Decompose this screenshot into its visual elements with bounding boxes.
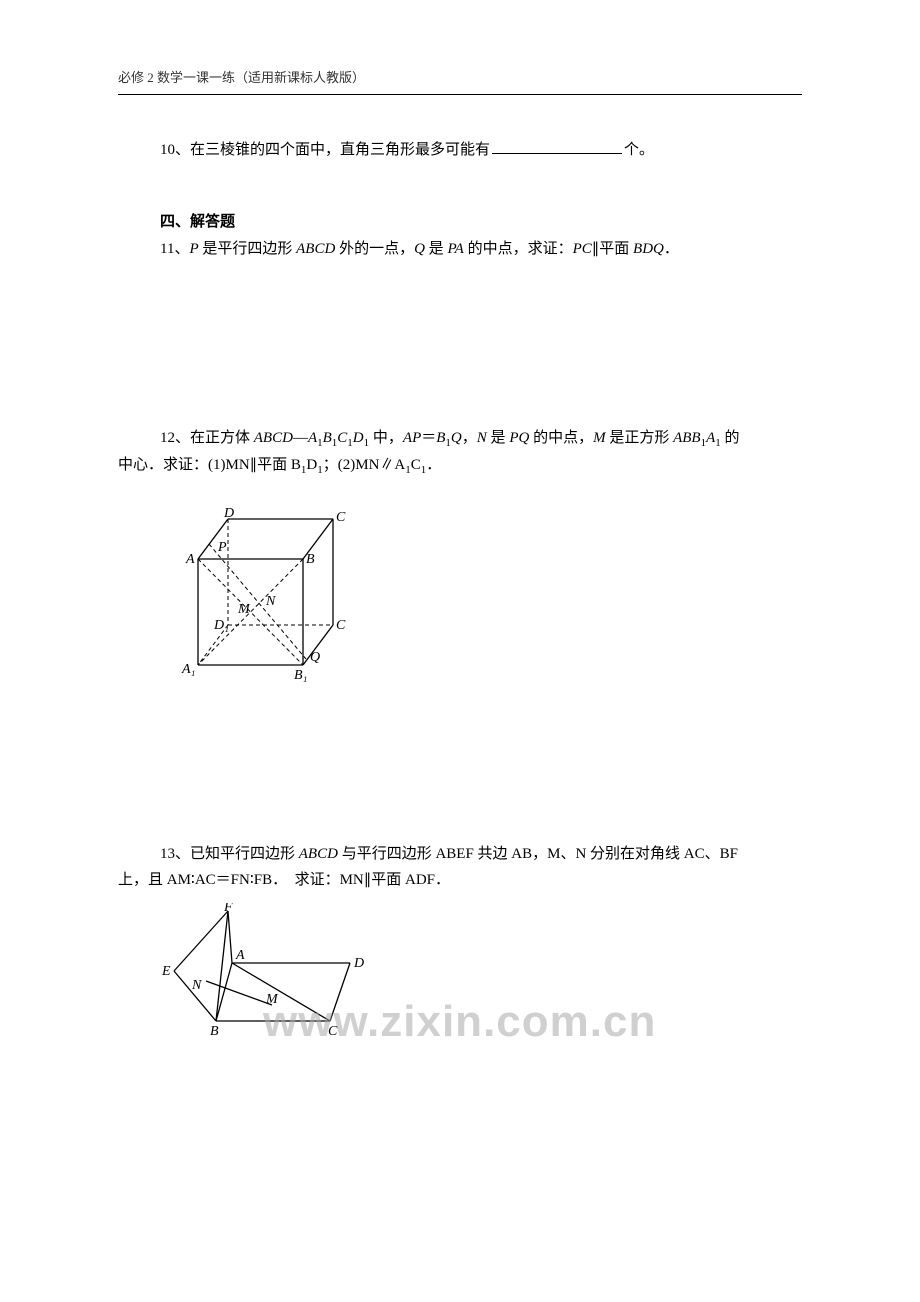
question-13: 13、已知平行四边形 ABCD 与平行四边形 ABEF 共边 AB，M、N 分别… [118, 842, 802, 893]
question-11: 11、P 是平行四边形 ABCD 外的一点，Q 是 PA 的中点，求证：PC∥平… [160, 237, 802, 261]
lbl-B1: B₁ [294, 668, 307, 683]
lbl-B: B [306, 552, 315, 567]
lbl-N: N [265, 594, 276, 609]
q10-suffix: 个。 [624, 142, 654, 158]
q13-line2: 上，且 AM∶AC＝FN∶FB． 求证：MN∥平面 ADF． [118, 872, 450, 888]
lbl-C: C [328, 1024, 338, 1039]
fig13-svg: F E A D N M B C [162, 903, 382, 1043]
q10-prefix: 10、在三棱锥的四个面中，直角三角形最多可能有 [160, 142, 490, 158]
lbl-A: A [185, 552, 195, 567]
figure-12-cube: D C A B P N M D₁ C A₁ B₁ Q www.zixin.com… [178, 507, 802, 702]
lbl-A1: A₁ [181, 662, 195, 677]
lbl-D: D [223, 507, 234, 521]
lbl-Q: Q [310, 650, 320, 665]
content-area: 10、在三棱锥的四个面中，直角三角形最多可能有 个。 四、解答题 11、P 是平行… [118, 130, 802, 1048]
question-10: 10、在三棱锥的四个面中，直角三角形最多可能有 个。 [160, 138, 802, 162]
lbl-C: C [336, 510, 346, 525]
q12-line2: 中心．求证：(1)MN∥平面 B1D1；(2)MN∥A1C1． [118, 457, 441, 473]
lbl-B: B [210, 1024, 219, 1039]
figure-13: F E A D N M B C [162, 903, 802, 1048]
lbl-D1: D₁ [213, 618, 229, 633]
section-4-text: 四、解答题 [160, 214, 235, 230]
lbl-C1: C [336, 618, 346, 633]
lbl-P: P [217, 540, 227, 555]
lbl-A: A [235, 948, 245, 963]
section-4-title: 四、解答题 [160, 210, 802, 231]
question-12: 12、在正方体 ABCD—A1B1C1D1 中，AP＝B1Q，N 是 PQ 的中… [118, 426, 802, 479]
q12-line1: 12、在正方体 ABCD—A1B1C1D1 中，AP＝B1Q，N 是 PQ 的中… [160, 430, 740, 446]
lbl-F: F [223, 903, 233, 915]
blank-underline [492, 153, 622, 154]
cube-svg: D C A B P N M D₁ C A₁ B₁ Q [178, 507, 378, 697]
lbl-E: E [162, 964, 171, 979]
lbl-M: M [265, 992, 279, 1007]
q11-text: 11、P 是平行四边形 ABCD 外的一点，Q 是 PA 的中点，求证：PC∥平… [160, 241, 679, 257]
lbl-N: N [191, 978, 202, 993]
q13-line1: 13、已知平行四边形 ABCD 与平行四边形 ABEF 共边 AB，M、N 分别… [160, 846, 738, 862]
lbl-M: M [237, 602, 251, 617]
lbl-D: D [353, 956, 364, 971]
page-header: 必修 2 数学一课一练（适用新课标人教版） [118, 67, 802, 95]
header-text: 必修 2 数学一课一练（适用新课标人教版） [118, 70, 365, 85]
